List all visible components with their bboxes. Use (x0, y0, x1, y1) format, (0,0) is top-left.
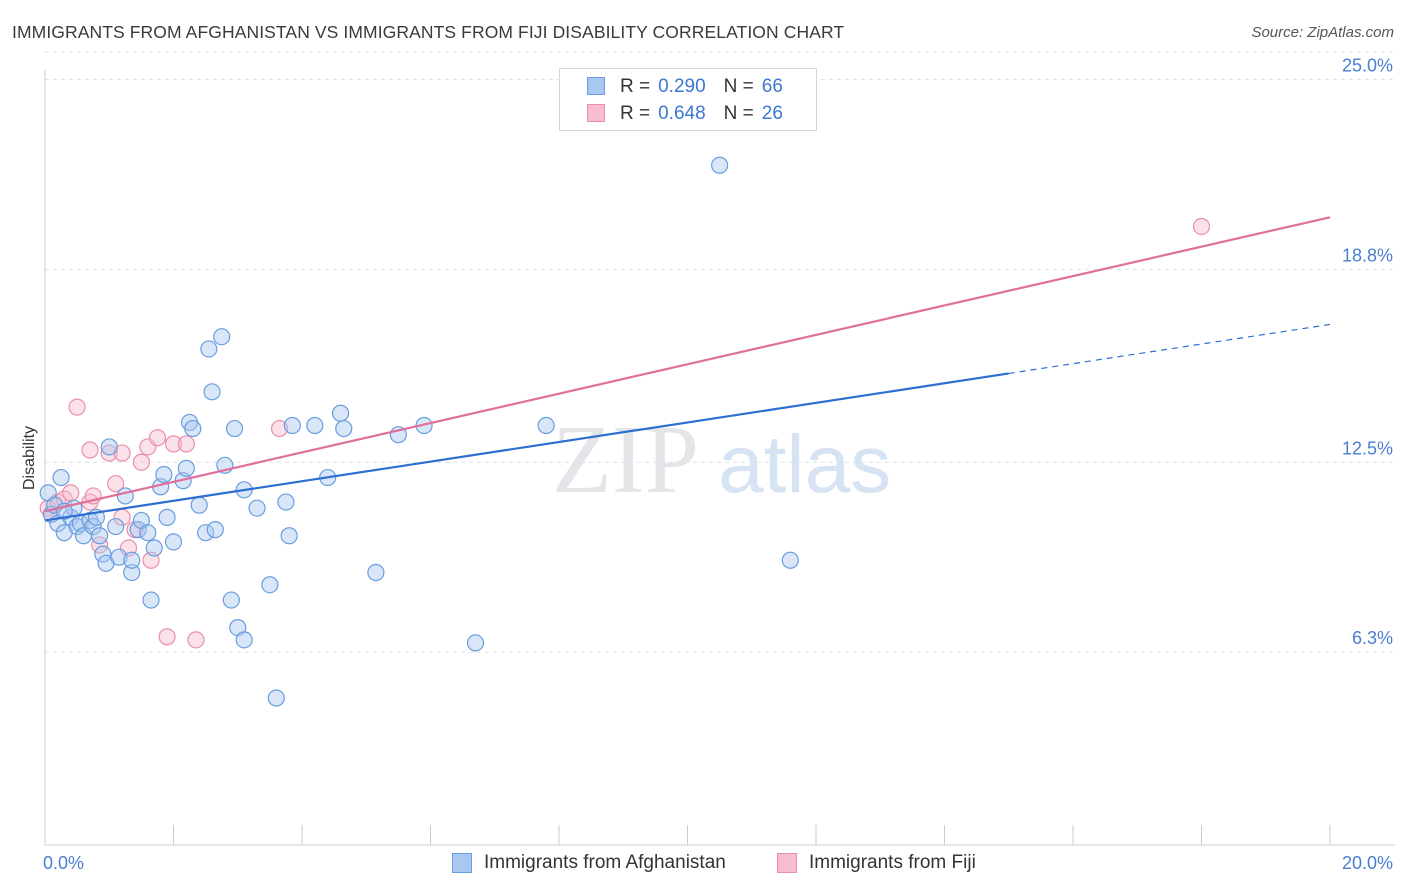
watermark-atlas: atlas (718, 419, 891, 510)
source-label: Source: ZipAtlas.com (1251, 24, 1394, 41)
fiji-point (164, 435, 183, 453)
afghanistan-point (206, 521, 224, 539)
afghanistan-point (277, 493, 295, 511)
watermark: ZIP atlas (552, 406, 891, 514)
y-tick-label: 25.0% (1342, 56, 1393, 76)
fiji-point (81, 441, 99, 459)
gridlines (45, 51, 1395, 653)
afghanistan-point (248, 499, 266, 517)
r-value: 0.648 (658, 103, 706, 124)
watermark-zip: ZIP (552, 406, 699, 514)
afghanistan-point (139, 524, 157, 542)
afghanistan-point (331, 404, 350, 422)
r-label: R = (620, 76, 651, 97)
series-legend: Immigrants from Afghanistan Immigrants f… (0, 850, 1406, 880)
fiji-point (270, 419, 289, 438)
afghanistan-point (280, 527, 298, 545)
afghanistan-point (177, 459, 195, 477)
y-tick-label: 12.5% (1342, 438, 1393, 458)
y-tick-labels: 6.3% 12.5% 18.8% 25.0% (1342, 56, 1393, 649)
afghanistan-legend-swatch (452, 853, 472, 873)
afghanistan-point (84, 517, 102, 536)
legend-label-afghanistan: Immigrants from Afghanistan (484, 852, 726, 873)
afghanistan-trend-extension (1008, 323, 1331, 375)
fiji-point (187, 631, 205, 649)
r-label: R = (620, 103, 651, 124)
n-value: 66 (761, 76, 783, 97)
afghanistan-point (123, 563, 141, 582)
stats-row-fiji: R = 0.648 N = 26 (587, 102, 783, 126)
afghanistan-point (222, 591, 240, 609)
fiji-point (1192, 217, 1211, 236)
afghanistan-point (781, 551, 799, 569)
afghanistan-point (145, 539, 163, 557)
stats-row-afghanistan: R = 0.290 N = 66 (587, 75, 783, 99)
afghanistan-point (200, 340, 218, 358)
afghanistan-point (335, 419, 353, 438)
fiji-point (148, 429, 167, 447)
afghanistan-point (225, 419, 244, 438)
stats-legend: R = 0.290 N = 66 R = 0.648 N = 26 (559, 68, 817, 131)
afghanistan-point (158, 508, 176, 526)
fiji-point (177, 435, 195, 453)
x-tick-label: 0.0% (43, 853, 84, 873)
r-value: 0.290 (658, 76, 706, 97)
afghanistan-point (283, 416, 301, 435)
fiji-point (158, 628, 176, 646)
legend-label-fiji: Immigrants from Fiji (809, 852, 976, 873)
fiji-trend-line (44, 216, 1331, 513)
fiji-point (132, 453, 150, 471)
fiji-point (107, 475, 125, 493)
n-label: N = (723, 76, 754, 97)
afghanistan-point (123, 551, 141, 569)
afghanistan-swatch (587, 77, 605, 95)
x-tick-labels: 0.0% 20.0% (43, 853, 1393, 873)
afghanistan-point (235, 631, 253, 649)
afghanistan-point (213, 328, 231, 346)
fiji-point (100, 444, 118, 462)
afghanistan-point (107, 517, 125, 536)
legend-item-fiji[interactable]: Immigrants from Fiji (777, 852, 976, 874)
afghanistan-point (261, 576, 279, 594)
afghanistan-point (197, 524, 215, 542)
afghanistan-point (142, 591, 160, 609)
y-tick-label: 6.3% (1352, 628, 1393, 648)
fiji-swatch (587, 104, 605, 122)
afghanistan-point (537, 416, 555, 435)
x-tick-label: 20.0% (1342, 853, 1393, 873)
afghanistan-point (100, 438, 118, 456)
trend-lines (44, 216, 1331, 522)
afghanistan-point (466, 634, 485, 652)
afghanistan-point (190, 496, 208, 514)
fiji-point (62, 484, 80, 502)
n-label: N = (723, 103, 754, 124)
afghanistan-point (306, 416, 324, 435)
afghanistan-point (91, 527, 109, 545)
legend-item-afghanistan[interactable]: Immigrants from Afghanistan (452, 852, 726, 874)
afghanistan-point (367, 563, 385, 582)
afghanistan-point (203, 383, 221, 401)
afghanistan-point (711, 156, 729, 174)
afghanistan-point (155, 465, 173, 484)
afghanistan-point (116, 487, 134, 505)
y-tick-label: 18.8% (1342, 245, 1393, 265)
afghanistan-point (110, 548, 128, 566)
afghanistan-point (267, 689, 285, 707)
afghanistan-point (94, 545, 112, 563)
afghanistan-point (52, 468, 70, 487)
afghanistan-trend-line (44, 372, 1009, 522)
n-value: 26 (761, 103, 783, 124)
fiji-point (91, 536, 109, 554)
afghanistan-point (164, 533, 183, 551)
fiji-point (68, 398, 86, 416)
axes (44, 70, 1395, 846)
y-axis-label: Disability (21, 426, 38, 490)
fiji-legend-swatch (777, 853, 797, 873)
afghanistan-point (184, 419, 202, 438)
chart-title: IMMIGRANTS FROM AFGHANISTAN VS IMMIGRANT… (12, 22, 845, 42)
afghanistan-point (129, 521, 147, 539)
